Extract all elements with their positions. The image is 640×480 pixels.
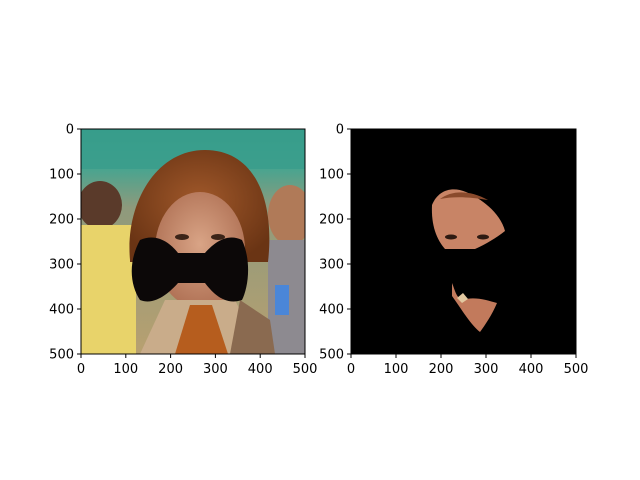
left-xtick-label: 400 [248, 362, 273, 377]
right-ytick-label: 100 [319, 168, 344, 183]
left-axes-frame [80, 128, 306, 355]
left-ytick-label: 300 [49, 258, 74, 273]
left-xtick-label: 500 [293, 362, 318, 377]
right-xtick-label: 400 [519, 362, 544, 377]
right-ytick-label: 0 [336, 123, 344, 138]
right-ytick-label: 500 [319, 348, 344, 363]
right-xtick-label: 200 [429, 362, 454, 377]
right-xtick-label: 100 [384, 362, 409, 377]
right-xtick-label: 0 [347, 362, 355, 377]
left-xtick-label: 100 [113, 362, 138, 377]
right-ytick-label: 200 [319, 213, 344, 228]
right-xtick-label: 500 [564, 362, 589, 377]
left-xtick-label: 300 [203, 362, 228, 377]
left-ytick-label: 100 [49, 168, 74, 183]
right-xtick-label: 300 [474, 362, 499, 377]
bowtie-mask [131, 237, 249, 302]
right-ytick-label: 400 [319, 303, 344, 318]
right-image-panel [351, 129, 576, 354]
left-xtick-label: 0 [77, 362, 85, 377]
left-ytick-label: 200 [49, 213, 74, 228]
left-ytick-label: 400 [49, 303, 74, 318]
left-ytick-label: 0 [66, 123, 74, 138]
left-image-panel [81, 129, 305, 354]
right-ytick-label: 300 [319, 258, 344, 273]
left-ytick-label: 500 [49, 348, 74, 363]
right-axes-frame [350, 128, 577, 355]
left-xtick-label: 200 [158, 362, 183, 377]
